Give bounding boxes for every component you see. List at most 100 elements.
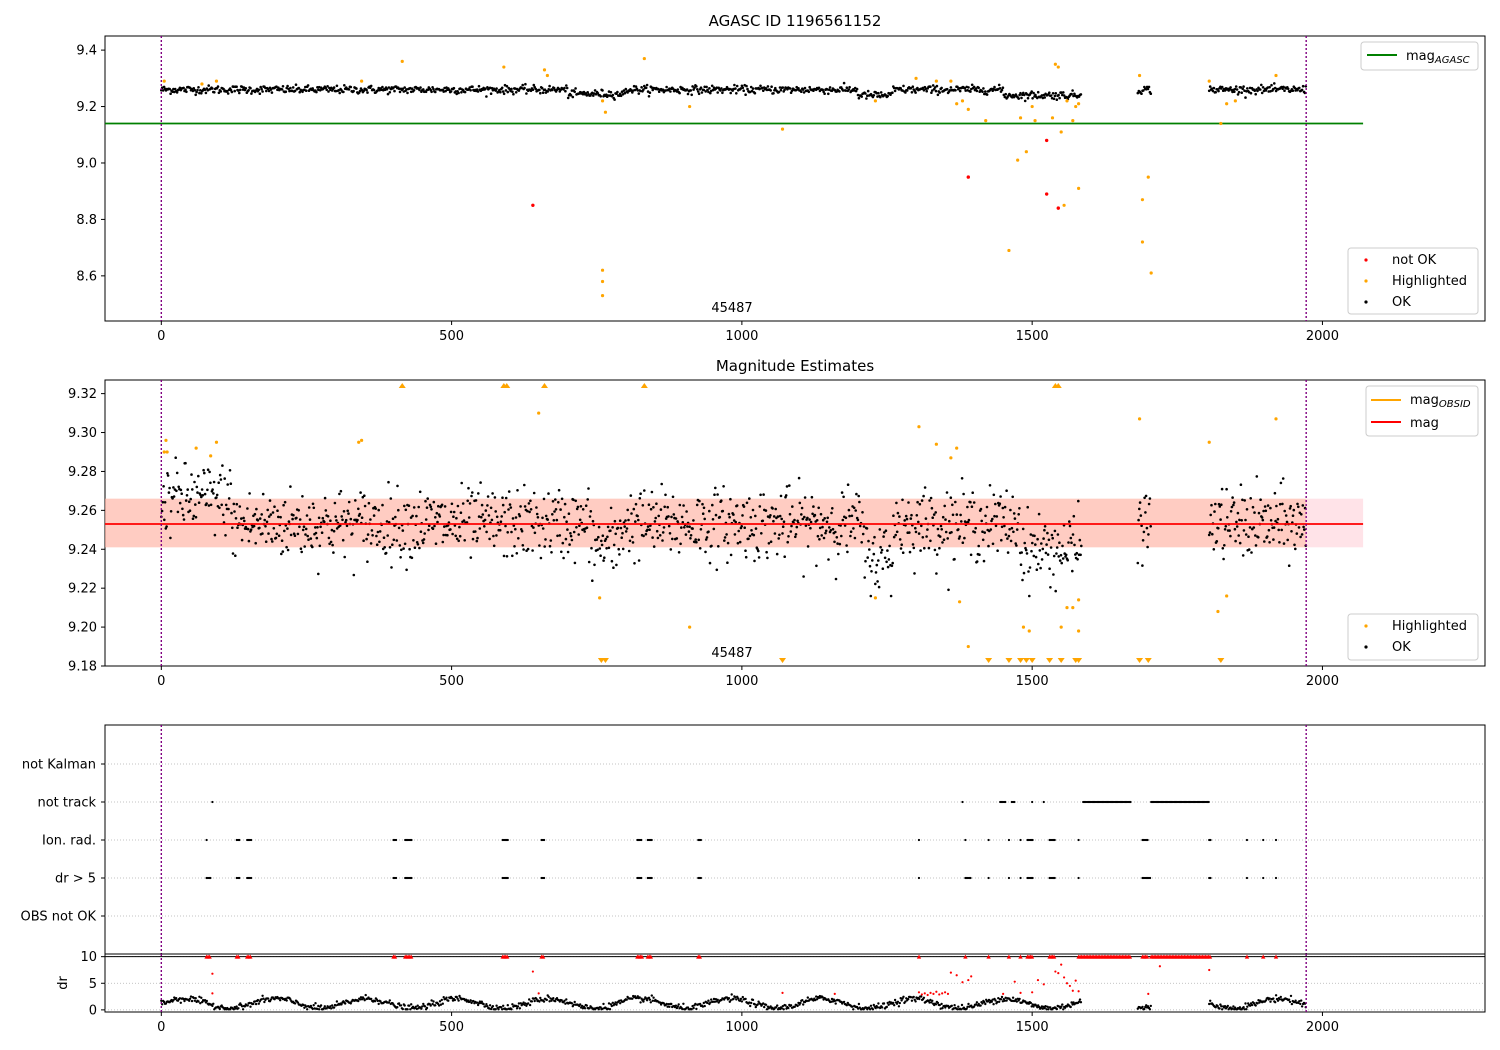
dr-ok-point: [709, 1001, 712, 1004]
ok-point: [871, 559, 874, 562]
dr-ok-point: [323, 1005, 326, 1008]
ok-point: [1269, 506, 1272, 510]
ok-point: [1140, 524, 1143, 527]
ok-point: [1034, 555, 1038, 559]
dr-ok-point: [358, 998, 362, 1001]
ok-point: [1002, 516, 1005, 519]
ok-point: [772, 519, 775, 523]
ok-point: [737, 529, 740, 533]
ok-point: [880, 548, 884, 552]
ok-point: [521, 83, 524, 87]
dr-ok-point: [563, 999, 566, 1002]
dr-ok-point: [1011, 999, 1014, 1003]
dr-not-ok-point: [967, 978, 970, 982]
ok-point: [960, 520, 963, 523]
dr-ok-point: [453, 998, 456, 1002]
dr-ok-point: [918, 997, 921, 1001]
ok-point: [628, 539, 632, 543]
dr-ok-point: [248, 1001, 251, 1005]
ok-point: [1226, 516, 1229, 519]
dr-capped-marker: [248, 954, 253, 959]
dr-ok-point: [899, 997, 902, 1000]
highlighted-point: [873, 596, 878, 600]
ok-point: [573, 561, 577, 565]
dr-ok-point: [253, 1000, 257, 1003]
ok-point: [455, 537, 459, 541]
ok-point: [727, 512, 731, 516]
out-of-range-low-marker: [1057, 658, 1065, 663]
dr-ok-point: [740, 1000, 744, 1003]
ok-point: [589, 510, 593, 513]
ok-point: [1284, 514, 1288, 517]
ok-point: [676, 88, 680, 91]
dr-ok-point: [450, 997, 454, 1000]
ok-point: [1269, 519, 1273, 522]
dr-not-ok-point: [1208, 968, 1211, 972]
ok-point: [427, 528, 430, 532]
dr-ok-point: [1300, 1005, 1304, 1008]
highlighted-point: [1059, 130, 1063, 134]
ok-point: [471, 537, 475, 541]
ok-point: [913, 572, 916, 575]
ok-point: [1299, 535, 1302, 539]
ok-point: [1017, 513, 1020, 516]
dr-ok-point: [710, 998, 713, 1001]
ok-point: [219, 90, 223, 93]
ok-point: [557, 501, 560, 504]
ok-point: [200, 92, 203, 95]
dr-ok-point: [303, 1006, 306, 1009]
dr-not-ok-point: [1036, 978, 1040, 982]
ok-point: [510, 530, 513, 534]
ok-point: [533, 531, 537, 535]
ok-point: [636, 89, 640, 92]
ok-point: [175, 91, 179, 94]
dr-ok-point: [806, 996, 809, 999]
ok-point: [1274, 519, 1277, 523]
ok-point: [1229, 510, 1233, 513]
dr-ok-point: [510, 1008, 513, 1011]
dr-ok-point: [182, 997, 185, 1001]
ok-point: [802, 575, 805, 578]
dr-ok-point: [1060, 1005, 1063, 1008]
dr-ok-point: [332, 1006, 336, 1009]
ok-point: [901, 498, 904, 502]
ok-point: [982, 87, 985, 90]
ok-point: [397, 87, 401, 91]
ok-point: [918, 502, 922, 506]
ok-point: [561, 541, 565, 545]
ok-point: [541, 516, 544, 520]
ok-point: [486, 504, 489, 507]
ok-point: [505, 555, 509, 558]
dr-ok-point: [896, 1000, 900, 1003]
ok-point: [422, 88, 425, 91]
ok-point: [954, 89, 957, 92]
ok-point: [891, 91, 894, 94]
ok-point: [382, 536, 386, 539]
ok-point: [1011, 495, 1014, 499]
ok-point: [682, 504, 685, 507]
panel3-data: [105, 725, 1485, 954]
ok-point: [1037, 562, 1040, 566]
ok-point: [617, 547, 620, 551]
ok-point: [924, 517, 928, 520]
ok-point: [196, 88, 199, 92]
dr-ok-point: [905, 997, 908, 1000]
dr-ok-point: [897, 1005, 901, 1008]
ok-point: [975, 89, 979, 93]
ok-point: [268, 499, 272, 502]
dr-not-ok-point: [1057, 972, 1060, 975]
ok-point: [402, 547, 405, 550]
ok-point: [205, 502, 208, 505]
ok-point: [1281, 477, 1285, 480]
ok-point: [543, 545, 546, 548]
ok-point: [298, 90, 302, 94]
ok-point: [182, 86, 185, 90]
ok-point: [809, 520, 813, 524]
ok-point: [998, 87, 1002, 90]
ok-point: [474, 499, 478, 502]
ok-point: [690, 93, 693, 97]
dr-ok-point: [645, 997, 648, 1000]
ok-point: [374, 507, 378, 510]
ok-point: [666, 505, 669, 509]
panel2-legend-upper: magOBSID mag: [1365, 385, 1479, 437]
